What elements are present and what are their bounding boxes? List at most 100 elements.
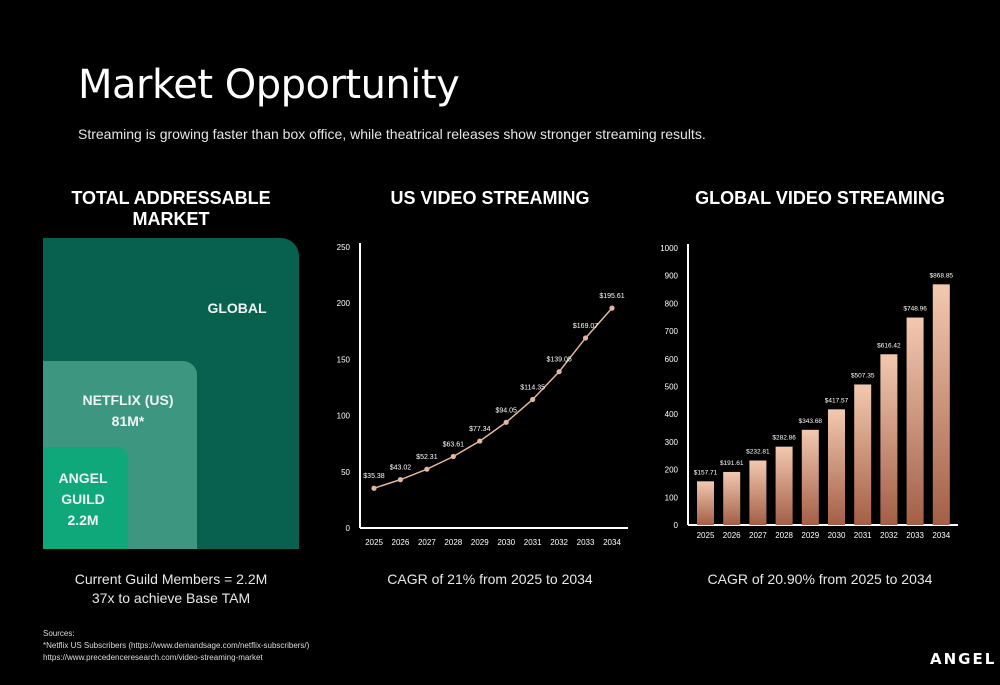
global-chart-title: GLOBAL VIDEO STREAMING bbox=[695, 188, 945, 208]
us-x-tick-label: 2027 bbox=[418, 538, 436, 547]
global-bar bbox=[697, 481, 714, 525]
global-data-label: $507.35 bbox=[851, 372, 875, 379]
us-y-tick-label: 100 bbox=[337, 412, 351, 421]
us-data-point bbox=[450, 453, 456, 460]
us-data-label: $169.07 bbox=[573, 323, 598, 330]
us-data-point bbox=[503, 419, 509, 425]
global-x-tick-label: 2027 bbox=[749, 531, 767, 540]
global-x-tick-label: 2034 bbox=[932, 531, 950, 540]
us-chart-caption: CAGR of 21% from 2025 to 2034 bbox=[387, 571, 593, 587]
source-link-precedence[interactable]: https://www.precedenceresearch.com/video… bbox=[43, 653, 263, 662]
global-bar bbox=[801, 429, 819, 525]
global-x-tick-label: 2028 bbox=[775, 531, 793, 540]
page-subtitle: Streaming is growing faster than box off… bbox=[78, 126, 706, 142]
global-y-tick-label: 100 bbox=[665, 493, 679, 502]
global-y-tick-label: 400 bbox=[665, 410, 679, 419]
tam-netflix-label-name: NETFLIX (US) bbox=[82, 392, 174, 408]
global-data-label: $868.85 bbox=[930, 272, 954, 279]
us-x-tick-label: 2025 bbox=[365, 538, 383, 547]
us-x-tick-label: 2031 bbox=[524, 538, 542, 547]
page-title: Market Opportunity bbox=[78, 62, 460, 108]
tam-diagram: GLOBAL NETFLIX (US) 81M* ANGEL GUILD 2.2… bbox=[43, 238, 299, 549]
global-bar bbox=[723, 471, 741, 525]
us-data-point bbox=[477, 438, 483, 444]
global-bar bbox=[880, 354, 898, 525]
global-bar bbox=[775, 446, 793, 525]
sources: Sources: *Netflix US Subscribers (https:… bbox=[43, 628, 309, 664]
global-y-tick-label: 700 bbox=[665, 327, 679, 336]
us-x-tick-label: 2029 bbox=[471, 538, 489, 547]
us-data-label: $139.05 bbox=[546, 357, 571, 364]
global-y-tick-label: 900 bbox=[665, 272, 679, 281]
global-data-label: $232.81 bbox=[746, 449, 770, 456]
global-x-tick-label: 2030 bbox=[828, 531, 846, 540]
global-data-label: $191.61 bbox=[720, 460, 744, 467]
tam-global-label: GLOBAL bbox=[207, 300, 267, 316]
global-chart-caption: CAGR of 20.90% from 2025 to 2034 bbox=[707, 571, 933, 587]
global-data-label: $343.68 bbox=[799, 418, 823, 425]
us-data-label: $94.05 bbox=[496, 407, 518, 414]
us-x-tick-label: 2026 bbox=[392, 538, 410, 547]
tam-caption-2: 37x to achieve Base TAM bbox=[91, 590, 251, 606]
us-data-label: $35.38 bbox=[363, 473, 385, 480]
tam-angel-label-3: 2.2M bbox=[67, 512, 99, 528]
us-data-point bbox=[582, 335, 589, 341]
us-data-label: $63.61 bbox=[443, 442, 465, 449]
global-y-tick-label: 0 bbox=[674, 521, 679, 530]
us-data-point bbox=[424, 466, 430, 472]
global-y-tick-label: 500 bbox=[665, 383, 679, 392]
us-data-point bbox=[371, 485, 377, 491]
us-data-point bbox=[530, 396, 536, 403]
global-x-tick-label: 2026 bbox=[723, 531, 741, 540]
us-y-tick-label: 200 bbox=[337, 299, 351, 308]
us-data-point bbox=[397, 477, 404, 483]
tam-netflix-label-value: 81M* bbox=[111, 413, 145, 429]
angel-logo: ANGEL bbox=[930, 650, 997, 668]
us-data-label: $43.02 bbox=[390, 465, 412, 472]
global-bar bbox=[854, 384, 872, 525]
us-streaming-line-chart: 0 50 100 150 200 250 2025 2026 2027 2028 2029 2030 2… bbox=[337, 243, 628, 547]
global-streaming-bar-chart: 0 100 200 300 400 500 600 700 800 900 1000 2025 2026… bbox=[660, 244, 958, 540]
global-data-label: $616.42 bbox=[877, 342, 901, 349]
global-y-tick-label: 800 bbox=[665, 299, 679, 308]
tam-angel-label-2: GUILD bbox=[61, 491, 105, 507]
us-data-point bbox=[556, 369, 562, 375]
global-y-tick-label: 1000 bbox=[660, 244, 678, 253]
global-data-label: $417.57 bbox=[825, 397, 849, 404]
us-x-tick-label: 2030 bbox=[497, 538, 515, 547]
global-y-tick-label: 300 bbox=[665, 438, 679, 447]
us-y-tick-label: 50 bbox=[341, 468, 350, 477]
us-y-tick-label: 250 bbox=[337, 243, 351, 252]
us-x-tick-label: 2033 bbox=[577, 538, 595, 547]
global-data-label: $157.71 bbox=[694, 469, 718, 476]
us-x-tick-label: 2028 bbox=[444, 538, 462, 547]
tam-angel-label-1: ANGEL bbox=[58, 470, 108, 486]
global-x-tick-label: 2025 bbox=[697, 531, 715, 540]
tam-netflix-label: NETFLIX (US) 81M* bbox=[73, 390, 183, 432]
us-chart-title: US VIDEO STREAMING bbox=[390, 188, 590, 208]
us-series-line bbox=[373, 307, 613, 489]
us-data-label: $77.34 bbox=[469, 426, 491, 433]
global-y-tick-label: 600 bbox=[665, 355, 679, 364]
tam-caption-1: Current Guild Members = 2.2M bbox=[74, 571, 268, 587]
us-y-tick-label: 0 bbox=[346, 524, 351, 533]
source-link-netflix[interactable]: *Netflix US Subscribers (https://www.dem… bbox=[43, 641, 310, 650]
global-bar bbox=[749, 460, 767, 525]
tam-caption: Current Guild Members = 2.2M 37x to achi… bbox=[43, 570, 299, 608]
us-data-label: $195.61 bbox=[599, 293, 624, 300]
us-data-label: $114.35 bbox=[520, 384, 545, 391]
global-y-tick-label: 200 bbox=[665, 466, 679, 475]
global-bar bbox=[906, 317, 924, 525]
us-x-tick-label: 2034 bbox=[603, 538, 621, 547]
us-data-label: $52.31 bbox=[416, 454, 438, 461]
us-data-point bbox=[609, 305, 615, 311]
global-data-label: $282.86 bbox=[772, 435, 796, 442]
global-x-tick-label: 2032 bbox=[880, 531, 898, 540]
global-bar bbox=[932, 284, 950, 525]
us-x-tick-label: 2032 bbox=[550, 538, 568, 547]
tam-title: TOTAL ADDRESSABLE MARKET bbox=[71, 188, 271, 229]
us-y-tick-label: 150 bbox=[337, 355, 351, 364]
global-x-tick-label: 2033 bbox=[906, 531, 924, 540]
global-bar bbox=[828, 409, 845, 525]
sources-heading: Sources: bbox=[43, 629, 75, 638]
